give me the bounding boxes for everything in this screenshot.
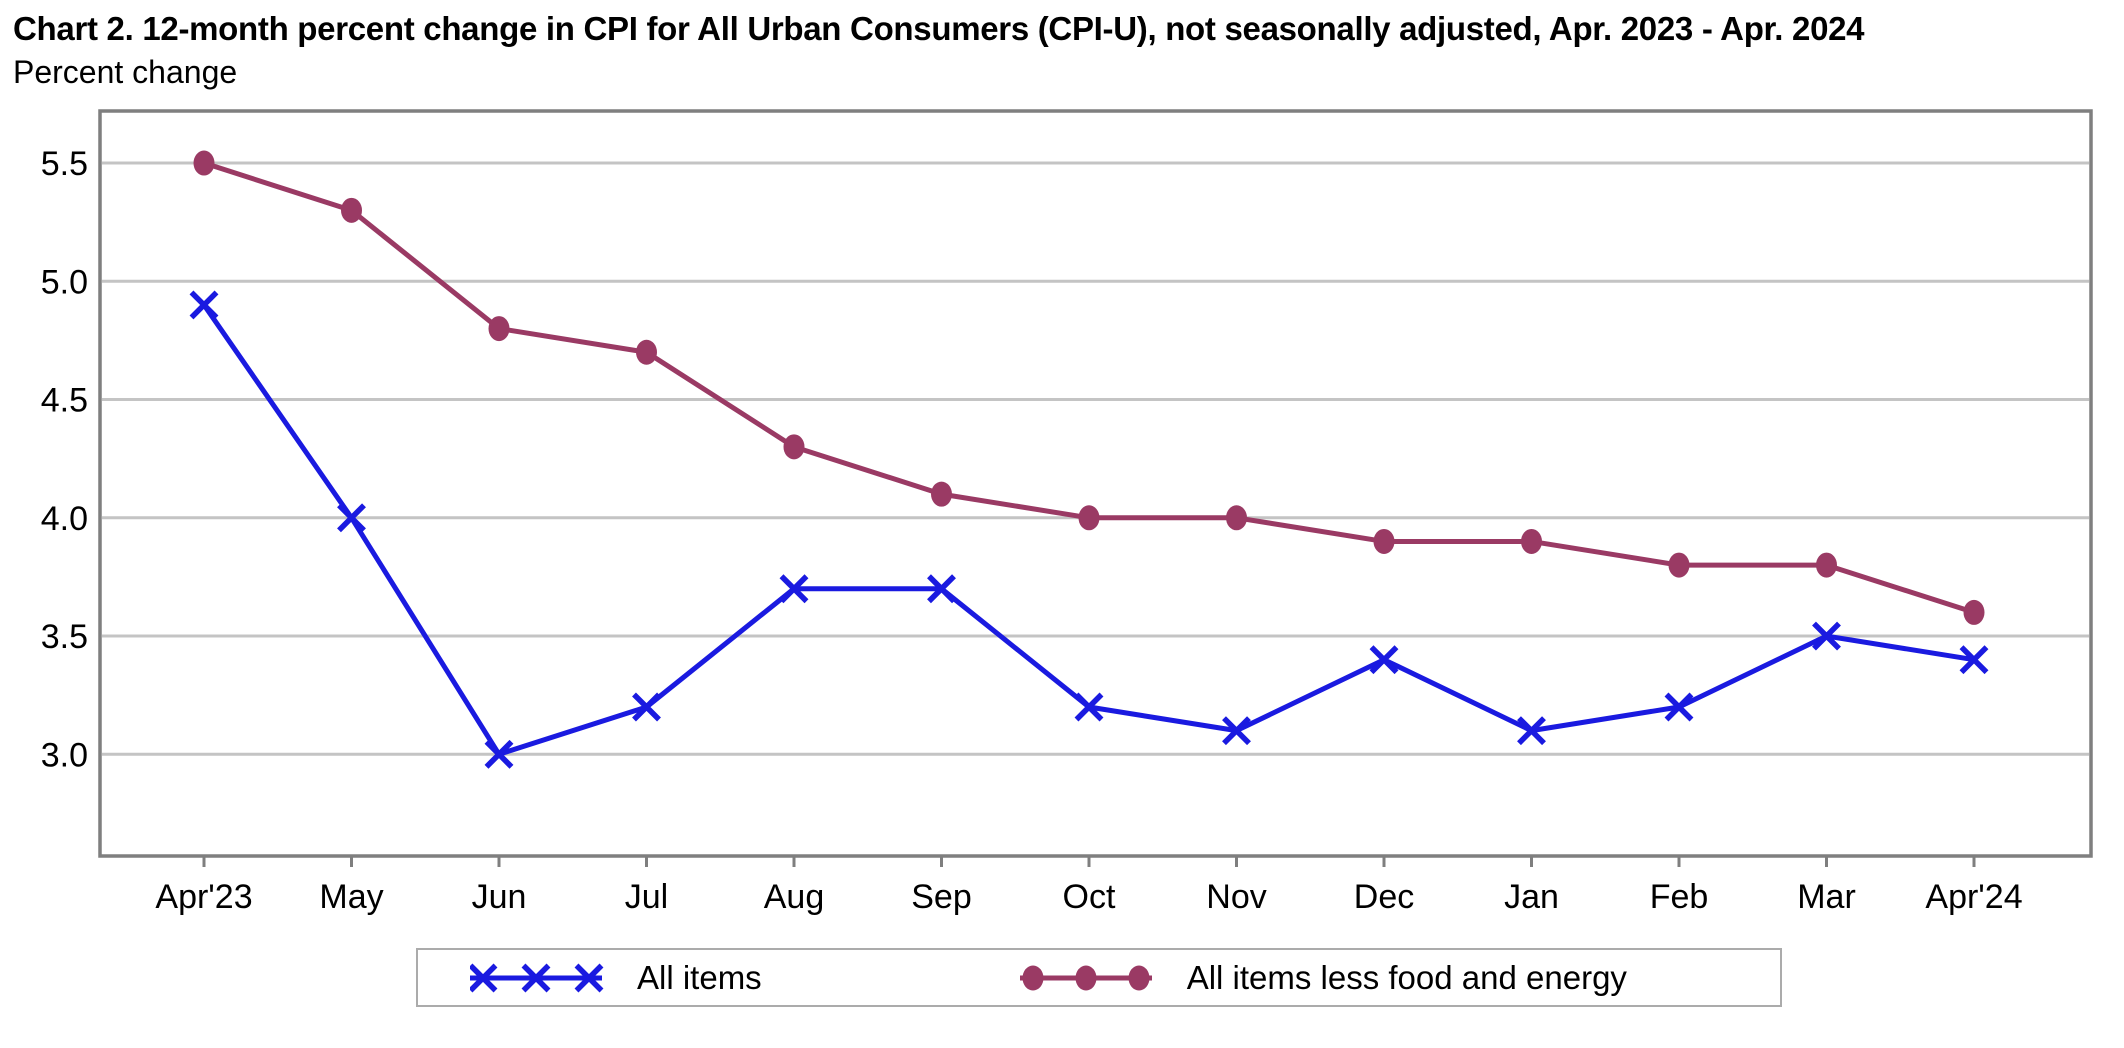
legend-marker <box>1128 965 1150 990</box>
x-axis-tick-label: Oct <box>1063 878 1116 916</box>
data-point-1-2 <box>488 316 510 342</box>
x-axis-tick-label: May <box>319 878 383 916</box>
data-point-0-5 <box>927 574 956 604</box>
x-axis-tick-label: Nov <box>1206 878 1266 916</box>
data-point-1-9 <box>1521 528 1542 554</box>
legend-label-core-items: All items less food and energy <box>1186 958 1627 996</box>
legend-marker <box>1022 965 1044 990</box>
x-axis-tick-label: Dec <box>1354 878 1414 916</box>
data-point-0-12 <box>1959 645 1989 675</box>
data-point-1-4 <box>783 434 805 460</box>
legend-label-all-items: All items <box>637 958 762 996</box>
data-point-1-11 <box>1816 552 1837 578</box>
x-axis-tick-label: Sep <box>911 878 972 916</box>
x-axis-tick-label: Aug <box>764 878 825 916</box>
x-axis-tick-label: Jul <box>625 878 668 916</box>
x-axis-tick-label: Apr'23 <box>155 878 252 916</box>
data-point-0-7 <box>1222 716 1251 746</box>
y-axis-tick-label: 5.0 <box>41 263 88 301</box>
y-axis-tick-label: 4.5 <box>41 382 88 420</box>
data-point-1-5 <box>931 481 952 507</box>
data-point-0-2 <box>484 739 514 769</box>
chart-title: Chart 2. 12-month percent change in CPI … <box>13 10 1865 47</box>
data-point-0-8 <box>1369 645 1399 675</box>
y-axis-tick-label: 4.0 <box>41 500 88 538</box>
legend-marker <box>521 963 551 992</box>
data-point-1-6 <box>1078 505 1100 531</box>
data-point-0-6 <box>1074 692 1104 722</box>
all-items-line-sample-icon <box>470 963 604 992</box>
data-point-0-4 <box>779 574 809 604</box>
x-axis-tick-label: Jun <box>472 878 527 916</box>
data-point-1-8 <box>1373 528 1395 554</box>
legend-entry-all-items: All items <box>470 959 762 997</box>
data-point-0-0 <box>189 290 219 320</box>
data-point-1-1 <box>341 197 362 223</box>
plot-border <box>98 109 2093 858</box>
data-point-1-7 <box>1226 505 1247 531</box>
legend-marker <box>470 963 498 992</box>
legend-entry-core-items: All items less food and energy <box>1019 958 1627 997</box>
data-point-0-11 <box>1812 621 1841 651</box>
y-axis-tick-label: 3.5 <box>41 618 88 656</box>
y-axis-tick-label: 5.5 <box>41 145 88 183</box>
legend-marker <box>574 963 604 992</box>
data-point-1-12 <box>1963 599 1985 625</box>
data-point-0-9 <box>1517 716 1546 746</box>
chart-legend: All items All items less food and energy <box>416 948 1782 1007</box>
legend-marker <box>1075 965 1097 990</box>
data-point-0-3 <box>632 692 661 722</box>
data-point-1-0 <box>193 150 215 176</box>
data-point-1-10 <box>1668 552 1690 578</box>
x-axis-tick-label: Apr'24 <box>1925 878 2022 916</box>
core-items-line-sample-icon <box>1019 965 1152 990</box>
data-point-0-1 <box>337 503 366 533</box>
y-axis-unit-label: Percent change <box>13 54 238 90</box>
x-axis-tick-label: Feb <box>1650 878 1709 916</box>
data-point-0-10 <box>1664 692 1694 722</box>
x-axis-tick-label: Jan <box>1504 878 1559 916</box>
data-point-1-3 <box>636 339 657 365</box>
y-axis-tick-label: 3.0 <box>41 736 88 774</box>
series-line-1 <box>203 160 1975 615</box>
x-axis-tick-label: Mar <box>1797 878 1856 916</box>
